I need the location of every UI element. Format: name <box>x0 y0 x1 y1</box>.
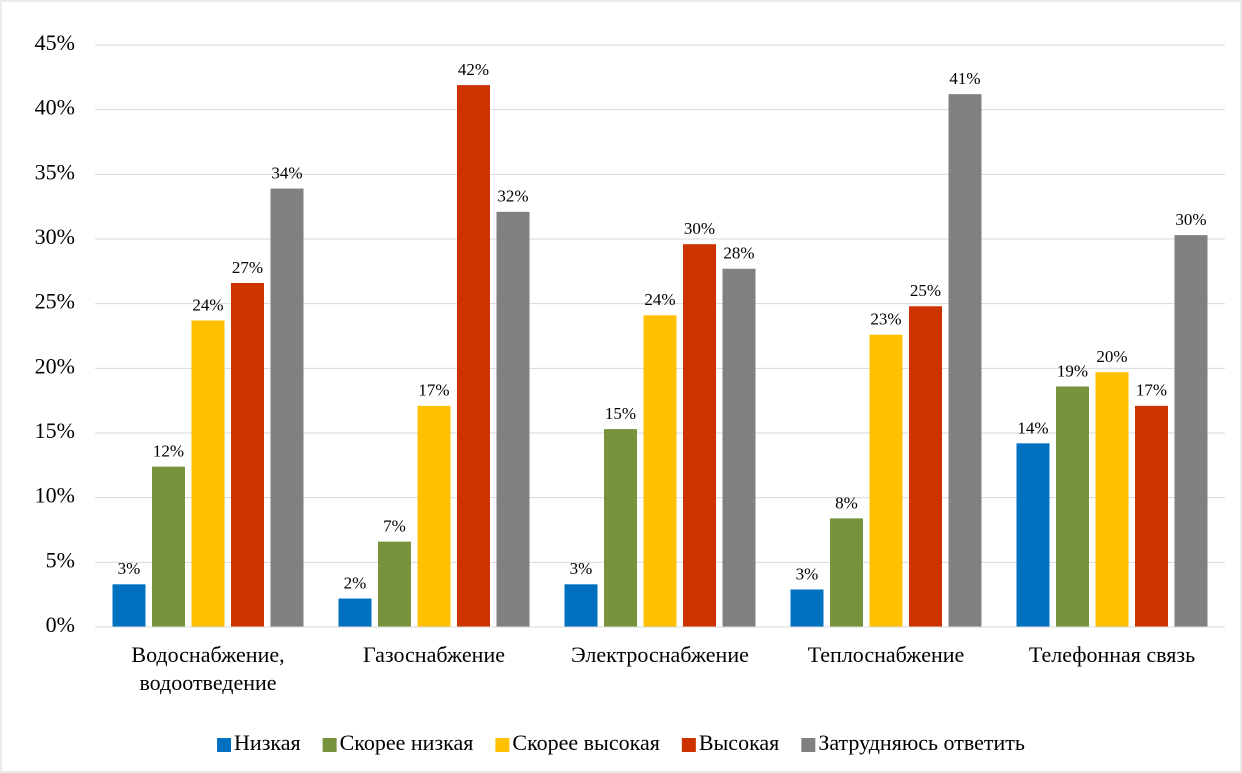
value-label: 30% <box>1175 210 1206 229</box>
value-label: 14% <box>1017 418 1048 437</box>
bar <box>152 466 185 627</box>
y-tick-label: 0% <box>46 612 75 637</box>
value-label: 41% <box>949 69 980 88</box>
x-tick-label: Водоснабжение, водоотведение <box>131 642 284 695</box>
value-label: 42% <box>458 60 489 79</box>
bar <box>1016 443 1050 627</box>
y-tick-label: 20% <box>35 353 75 378</box>
value-label: 3% <box>570 559 593 578</box>
value-label: 32% <box>497 187 528 206</box>
bar <box>722 268 756 627</box>
bar <box>191 320 225 627</box>
bar <box>231 282 264 627</box>
legend-label: Высокая <box>699 730 779 755</box>
bar <box>790 589 824 627</box>
bar <box>683 244 716 627</box>
value-label: 12% <box>153 442 184 461</box>
value-label: 7% <box>383 517 406 536</box>
x-tick-label: Теплоснабжение <box>808 642 965 667</box>
x-tick-label: Газоснабжение <box>363 642 505 667</box>
y-tick-label: 10% <box>35 483 75 508</box>
legend-label: Скорее низкая <box>340 730 474 755</box>
value-label: 3% <box>796 564 819 583</box>
y-tick-label: 5% <box>46 547 75 572</box>
y-tick-label: 40% <box>35 95 75 120</box>
x-tick-label: Телефонная связь <box>1029 642 1195 667</box>
bar <box>496 211 530 627</box>
value-label: 17% <box>418 381 449 400</box>
bar <box>643 315 677 627</box>
bar <box>270 188 304 627</box>
bar <box>869 334 903 627</box>
value-label: 28% <box>723 244 754 263</box>
bar <box>1174 235 1208 627</box>
y-tick-label: 15% <box>35 418 75 443</box>
bar <box>604 429 637 627</box>
value-label: 24% <box>644 290 675 309</box>
legend-label: Затрудняюсь ответить <box>818 730 1025 755</box>
value-label: 17% <box>1136 381 1167 400</box>
value-label: 2% <box>344 573 367 592</box>
bar <box>417 405 451 627</box>
bar <box>564 584 598 627</box>
x-tick-label: Электроснабжение <box>571 642 749 667</box>
legend-label: Низкая <box>234 730 301 755</box>
bar <box>378 541 411 627</box>
legend-swatch <box>495 738 510 752</box>
y-tick-label: 35% <box>35 159 75 184</box>
y-tick-label: 25% <box>35 289 75 314</box>
bar <box>1135 405 1168 627</box>
bar <box>909 306 942 627</box>
value-label: 23% <box>870 310 901 329</box>
legend-swatch <box>681 738 696 752</box>
bar <box>948 94 982 627</box>
value-label: 25% <box>910 281 941 300</box>
value-label: 19% <box>1057 361 1088 380</box>
value-label: 34% <box>271 163 302 182</box>
y-tick-label: 30% <box>35 224 75 249</box>
legend-label: Скорее высокая <box>512 730 659 755</box>
bar <box>1056 386 1089 627</box>
bar <box>457 85 490 628</box>
value-label: 20% <box>1096 347 1127 366</box>
value-label: 30% <box>684 219 715 238</box>
legend-swatch <box>217 738 232 752</box>
legend-swatch <box>801 738 816 752</box>
bar <box>1095 372 1129 627</box>
value-label: 3% <box>118 559 141 578</box>
value-label: 8% <box>835 493 858 512</box>
value-label: 24% <box>192 295 223 314</box>
bar <box>338 598 372 627</box>
legend-swatch <box>322 738 337 752</box>
value-label: 27% <box>232 258 263 277</box>
bar <box>112 584 146 627</box>
value-label: 15% <box>605 404 636 423</box>
bar <box>830 518 863 627</box>
y-tick-label: 45% <box>35 30 75 55</box>
